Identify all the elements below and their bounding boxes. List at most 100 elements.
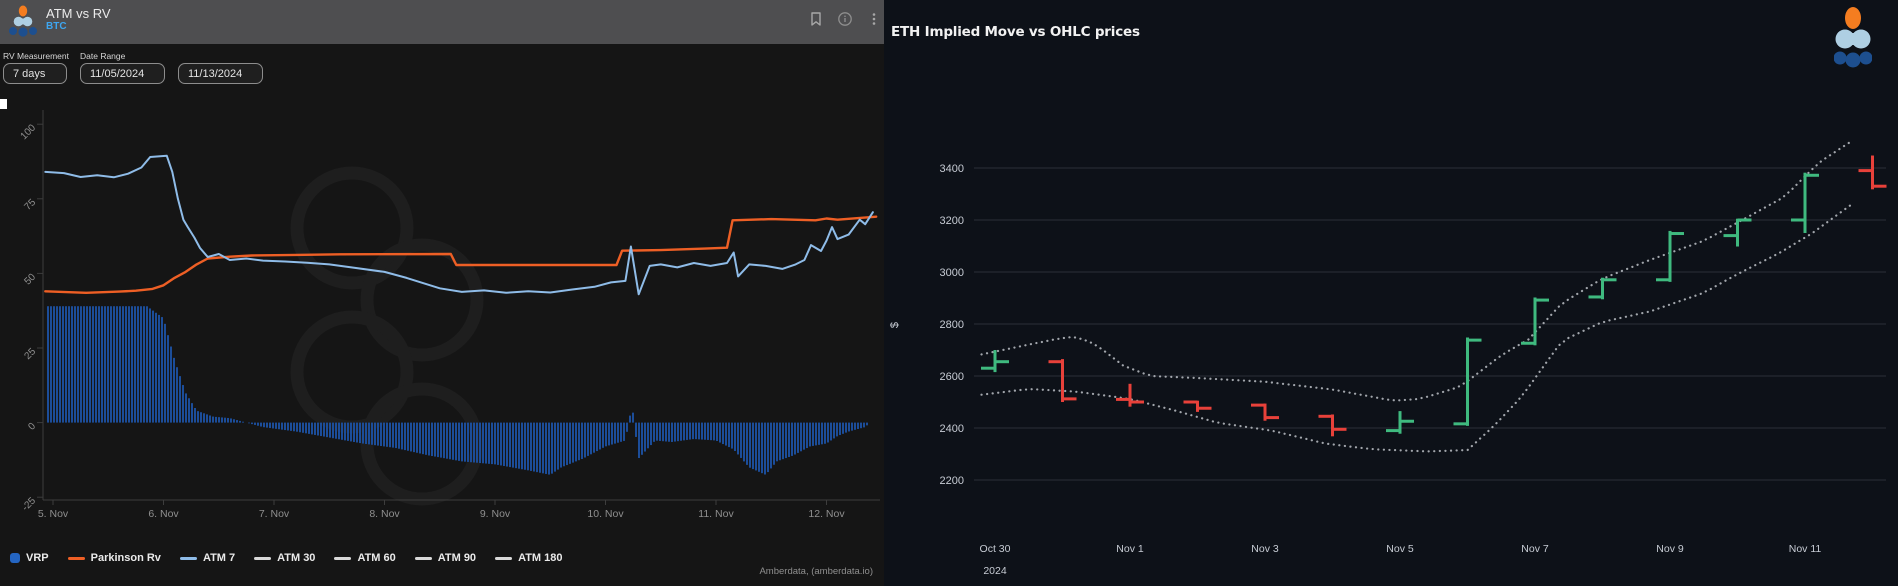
vrp-bar	[59, 306, 61, 423]
x-tick-label: Oct 30	[980, 543, 1011, 555]
chart-legend: VRP Parkinson Rv ATM 7 ATM 30 ATM 60 ATM 90 AT…	[10, 548, 562, 568]
vrp-bar	[200, 412, 202, 423]
vrp-bar	[488, 422, 490, 464]
vrp-bar	[203, 413, 205, 423]
vrp-bar	[182, 385, 184, 423]
x-tick-sublabel: 2024	[983, 565, 1007, 577]
vrp-bar	[179, 376, 181, 423]
legend-label: Parkinson Rv	[90, 552, 161, 564]
vrp-bar	[371, 422, 373, 445]
vrp-bar	[560, 422, 562, 468]
ohlc-bar-oct-31	[1048, 359, 1077, 402]
vrp-bar	[509, 422, 511, 468]
vrp-bar	[650, 422, 652, 446]
vrp-bar	[767, 422, 769, 473]
rv-measurement-select[interactable]: 7 days	[3, 63, 67, 84]
vrp-bar	[503, 422, 505, 466]
vrp-bar	[833, 422, 835, 439]
vrp-bar	[812, 422, 814, 446]
x-tick-label: Nov 5	[1386, 543, 1414, 555]
legend-marker	[495, 556, 513, 560]
vrp-bar	[191, 403, 193, 423]
ohlc-bar-nov-3	[1251, 403, 1279, 421]
vrp-bar	[830, 422, 832, 441]
vrp-bar	[455, 422, 457, 461]
atm-vs-rv-panel: ATM vs RV BTC RV Measurement Date Range …	[0, 0, 884, 586]
vrp-bar	[410, 422, 412, 452]
vrp-bar	[308, 422, 310, 434]
vrp-bar	[56, 306, 58, 423]
ohlc-bar-nov-11	[1791, 172, 1819, 233]
legend-marker	[334, 556, 352, 560]
legend-label: ATM 180	[518, 552, 563, 564]
asset-badge[interactable]: BTC	[46, 21, 67, 32]
vrp-bar	[212, 416, 214, 423]
vrp-bar	[368, 422, 370, 445]
vrp-bar	[101, 306, 103, 423]
vrp-bar	[521, 422, 523, 470]
vrp-bar	[497, 422, 499, 465]
vrp-bar	[329, 422, 331, 438]
legend-item-atm-90[interactable]: ATM 90	[414, 552, 476, 564]
legend-item-parkinson-rv[interactable]: Parkinson Rv	[67, 552, 161, 564]
vrp-bar	[587, 422, 589, 456]
legend-item-atm-30[interactable]: ATM 30	[254, 552, 315, 564]
vrp-bar	[446, 422, 448, 459]
ohlc-bar-nov-9	[1656, 230, 1684, 282]
vrp-bar	[104, 306, 106, 423]
vrp-bar	[176, 367, 178, 423]
vrp-bar	[269, 422, 271, 429]
y-tick-label: 2400	[940, 423, 964, 435]
legend-item-atm-7[interactable]: ATM 7	[179, 552, 235, 564]
legend-item-atm-180[interactable]: ATM 180	[495, 552, 562, 564]
vrp-bar	[479, 422, 481, 464]
vrp-bar	[95, 306, 97, 423]
y-tick-label: 100	[19, 122, 39, 142]
vrp-bar	[263, 422, 265, 428]
vrp-bar	[77, 306, 79, 423]
vrp-bar	[386, 422, 388, 447]
vrp-bar	[614, 422, 616, 444]
bookmark-icon[interactable]	[808, 11, 824, 27]
x-tick-label: 11. Nov	[698, 508, 734, 520]
vrp-bar	[602, 422, 604, 448]
vrp-bar	[713, 422, 715, 441]
vrp-bar	[740, 422, 742, 458]
vrp-bar	[89, 306, 91, 423]
legend-item-atm-60[interactable]: ATM 60	[334, 552, 396, 564]
vrp-bar	[62, 306, 64, 423]
vrp-bar	[83, 306, 85, 423]
vrp-bar	[266, 422, 268, 428]
vrp-bar	[779, 422, 781, 461]
legend-marker	[10, 553, 20, 563]
vrp-bar	[725, 422, 727, 446]
ohlc-bar-nov-1	[1116, 383, 1144, 407]
vrp-bar	[443, 422, 445, 459]
vrp-bar	[116, 306, 118, 423]
vrp-bar	[68, 306, 70, 423]
vrp-bar	[758, 422, 760, 472]
kebab-menu-icon[interactable]	[866, 11, 882, 27]
vrp-bar	[167, 335, 169, 423]
eth-implied-move-panel: ETH Implied Move vs OHLC prices 2200 2400…	[884, 0, 1898, 586]
amberdata-logo-icon	[1834, 7, 1872, 68]
vrp-bar	[662, 422, 664, 442]
vrp-bar	[743, 422, 745, 462]
date-to-input[interactable]: 11/13/2024	[178, 63, 263, 84]
vrp-bar	[533, 422, 535, 472]
vrp-bar	[335, 422, 337, 439]
ohlc-bar-oct-30	[981, 350, 1009, 373]
vrp-bar	[623, 422, 625, 441]
vrp-bar	[695, 422, 697, 440]
vrp-bar	[230, 418, 232, 423]
vrp-bar	[149, 308, 151, 423]
info-icon[interactable]	[837, 11, 853, 27]
vrp-bar	[155, 312, 157, 423]
vrp-bar	[239, 420, 241, 423]
date-from-input[interactable]: 11/05/2024	[80, 63, 165, 84]
vrp-bar	[50, 306, 52, 423]
legend-item-vrp[interactable]: VRP	[10, 552, 49, 564]
vrp-bar	[80, 306, 82, 423]
vrp-bar	[647, 422, 649, 449]
vrp-bar	[722, 422, 724, 445]
